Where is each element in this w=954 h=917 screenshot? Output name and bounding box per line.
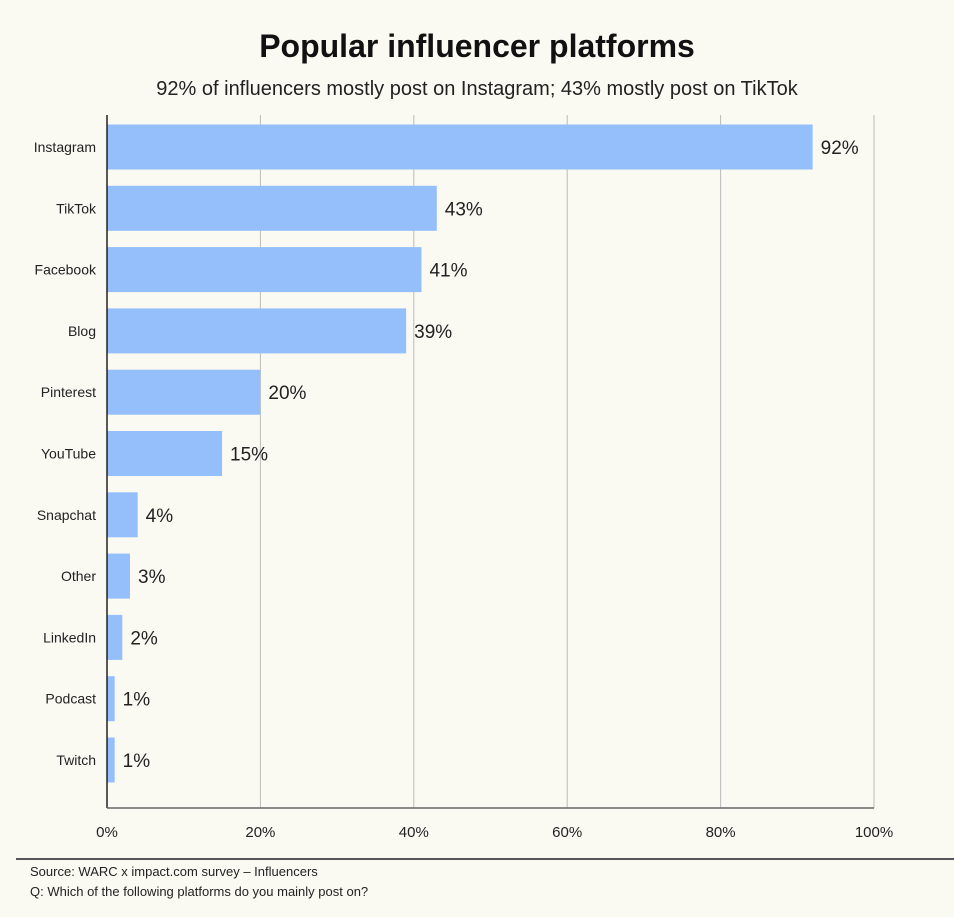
x-tick-label: 40% <box>399 824 429 841</box>
footer-divider <box>16 858 954 860</box>
data-label: 1% <box>123 690 151 711</box>
category-label: LinkedIn <box>43 629 96 645</box>
x-tick-label: 0% <box>96 824 118 841</box>
category-label: Facebook <box>35 262 97 278</box>
category-label: Instagram <box>34 139 96 155</box>
category-label: Twitch <box>56 752 96 768</box>
chart-title: Popular influencer platforms <box>259 28 695 64</box>
bar-podcast <box>107 676 115 722</box>
data-label: 92% <box>821 138 859 159</box>
bar-twitch <box>107 737 115 783</box>
source-note: Source: WARC x impact.com survey – Influ… <box>30 864 318 879</box>
data-label: 2% <box>130 628 158 649</box>
category-label: TikTok <box>56 200 97 216</box>
bar-tiktok <box>107 185 437 231</box>
bar-blog <box>107 308 407 354</box>
x-tick-label: 80% <box>706 824 736 841</box>
data-label: 43% <box>445 199 483 220</box>
bar-other <box>107 553 131 599</box>
data-label: 3% <box>138 567 166 588</box>
category-label: Podcast <box>45 691 96 707</box>
chart-subtitle: 92% of influencers mostly post on Instag… <box>156 78 798 100</box>
bar-facebook <box>107 247 422 293</box>
x-tick-label: 20% <box>245 824 275 841</box>
bar-pinterest <box>107 369 261 415</box>
bar-instagram <box>107 124 813 170</box>
data-label: 41% <box>429 261 467 282</box>
category-label: Snapchat <box>37 507 96 523</box>
data-label: 4% <box>146 506 174 527</box>
data-label: 1% <box>123 751 151 772</box>
x-tick-label: 60% <box>552 824 582 841</box>
category-label: Blog <box>68 323 96 339</box>
x-tick-label: 100% <box>855 824 893 841</box>
data-label: 20% <box>268 383 306 404</box>
category-label: Pinterest <box>41 384 96 400</box>
data-label: 15% <box>230 445 268 466</box>
question-note: Q: Which of the following platforms do y… <box>30 884 369 899</box>
bar-snapchat <box>107 492 138 538</box>
bar-linkedin <box>107 614 123 660</box>
category-label: YouTube <box>41 446 96 462</box>
category-label: Other <box>61 568 96 584</box>
data-label: 39% <box>414 322 452 343</box>
bar-youtube <box>107 431 223 476</box>
